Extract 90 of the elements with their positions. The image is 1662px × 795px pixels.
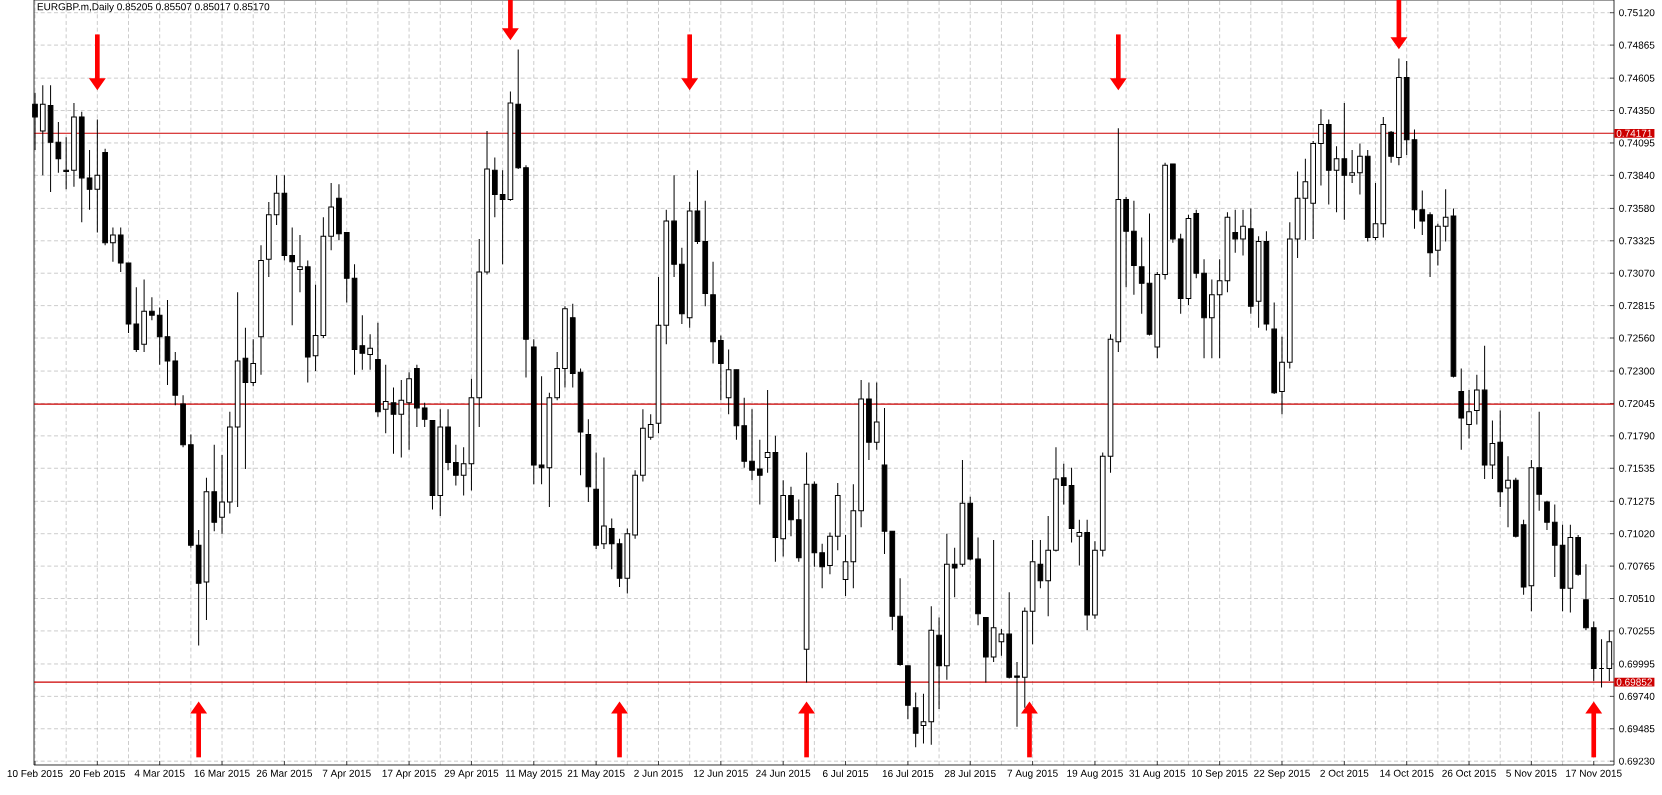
y-tick-label: 0.74350 [1619, 107, 1655, 115]
candlestick [219, 454, 225, 535]
candlestick [608, 517, 615, 570]
y-tick-label: 0.73070 [1619, 269, 1655, 277]
x-tick-label: 6 Jul 2015 [822, 769, 869, 778]
y-tick-label: 0.69995 [1619, 660, 1655, 668]
ref-line-label: 0.69852 [1616, 678, 1652, 686]
x-tick-label: 10 Feb 2015 [7, 769, 63, 778]
y-tick-label: 0.72815 [1619, 302, 1655, 310]
candlestick [1240, 209, 1246, 256]
candlestick [297, 234, 303, 293]
candlestick [1474, 374, 1480, 425]
y-tick-label: 0.74095 [1619, 139, 1655, 147]
candlestick [149, 296, 155, 321]
candlestick [63, 136, 69, 190]
y-tick-label: 0.74865 [1619, 41, 1655, 49]
x-tick-label: 2 Jun 2015 [634, 769, 683, 777]
y-tick-label: 0.69485 [1619, 725, 1655, 733]
x-tick-label: 2 Oct 2015 [1320, 769, 1369, 777]
candlestick [110, 226, 116, 263]
y-tick-label: 0.73580 [1619, 204, 1655, 212]
y-tick-label: 0.72300 [1619, 367, 1655, 375]
x-tick-label: 12 Jun 2015 [694, 769, 748, 777]
x-tick-label: 26 Oct 2015 [1442, 769, 1496, 777]
x-tick-label: 26 Mar 2015 [256, 769, 313, 777]
x-tick-label: 16 Mar 2015 [194, 769, 250, 777]
x-tick-label: 29 Apr 2015 [444, 769, 499, 779]
y-tick-label: 0.71020 [1619, 530, 1655, 538]
y-tick-label: 0.71275 [1619, 497, 1655, 505]
x-tick-label: 4 Mar 2015 [134, 769, 185, 777]
candlestick [453, 444, 459, 486]
y-tick-label: 0.71535 [1619, 464, 1655, 472]
candlestick [1349, 149, 1355, 184]
candlestick [819, 543, 825, 589]
candlestick [1060, 463, 1067, 505]
candlestick [1318, 108, 1324, 187]
x-tick-label: 14 Oct 2015 [1380, 769, 1434, 777]
y-tick-label: 0.74605 [1619, 74, 1655, 82]
candlestick [749, 408, 755, 481]
y-tick-label: 0.70510 [1619, 594, 1655, 603]
candlestick [873, 381, 880, 451]
candlestick [390, 387, 397, 455]
candlestick [1232, 209, 1239, 254]
candlestick [647, 413, 654, 441]
candlestick [601, 456, 607, 550]
candlestick [1357, 143, 1363, 195]
candlestick [250, 338, 257, 387]
y-tick-label: 0.73325 [1619, 237, 1655, 245]
y-tick-label: 0.72560 [1619, 334, 1655, 342]
x-tick-label: 20 Feb 2015 [69, 769, 125, 778]
x-tick-label: 7 Aug 2015 [1007, 769, 1058, 779]
candlestick [367, 333, 373, 371]
x-tick-label: 10 Sep 2015 [1192, 769, 1248, 779]
y-tick-label: 0.75120 [1619, 9, 1655, 17]
y-tick-label: 0.73840 [1619, 171, 1655, 179]
y-tick-label: 0.69740 [1619, 692, 1655, 700]
x-tick-label: 17 Nov 2015 [1566, 769, 1622, 777]
candlestick [1419, 190, 1426, 236]
candlestick [1544, 500, 1550, 531]
candlestick [1014, 661, 1020, 728]
candlestick [1466, 389, 1472, 439]
x-tick-label: 31 Aug 2015 [1129, 769, 1186, 779]
y-tick-label: 0.71790 [1619, 432, 1655, 440]
y-tick-label: 0.72045 [1619, 399, 1655, 407]
y-tick-label: 0.69230 [1619, 757, 1655, 765]
ref-line-label: 0.74171 [1616, 129, 1652, 137]
x-tick-label: 21 May 2015 [567, 769, 625, 779]
x-tick-label: 28 Jul 2015 [944, 769, 996, 778]
candlestick [421, 402, 428, 428]
x-tick-label: 17 Apr 2015 [382, 769, 436, 779]
x-tick-label: 24 Jun 2015 [756, 769, 811, 777]
candlestick [398, 379, 405, 458]
candlestick [1138, 237, 1145, 315]
candlestick [1505, 455, 1511, 528]
x-tick-label: 11 May 2015 [506, 769, 562, 779]
x-tick-label: 19 Aug 2015 [1067, 769, 1123, 779]
x-tick-label: 5 Nov 2015 [1506, 769, 1557, 777]
candlestick [1209, 279, 1215, 359]
x-tick-label: 16 Jul 2015 [882, 769, 934, 778]
candlestick [718, 334, 724, 401]
candlestick [382, 364, 389, 434]
candlestick [1076, 519, 1083, 566]
candlestick [756, 439, 763, 505]
candlestick [1551, 503, 1558, 578]
chart-title: EURGBP.m,Daily 0.85205 0.85507 0.85017 0.85170 [37, 2, 270, 13]
x-tick-label: 7 Apr 2015 [322, 769, 371, 779]
x-tick-label: 22 Sep 2015 [1254, 769, 1310, 779]
y-tick-label: 0.70255 [1619, 627, 1655, 635]
candlestick [289, 226, 296, 326]
y-tick-label: 0.70765 [1619, 562, 1655, 570]
